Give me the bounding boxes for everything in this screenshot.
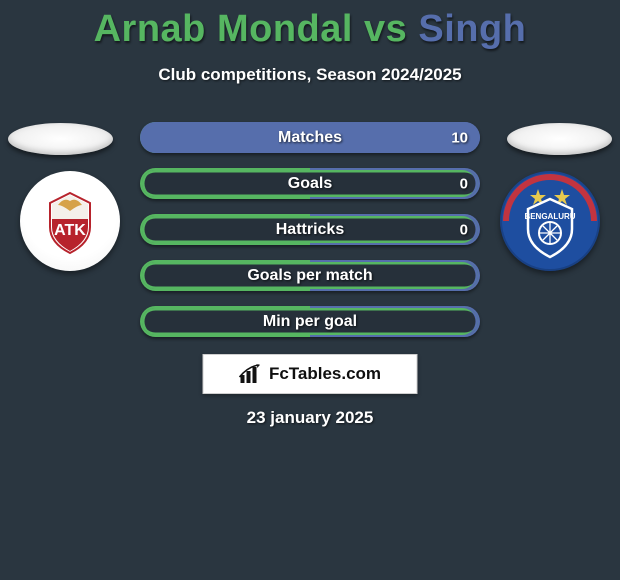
atk-logo-icon: ATK <box>30 181 110 261</box>
stat-label: Goals per match <box>247 267 372 285</box>
bengaluru-logo-icon: BENGALURU <box>500 171 600 271</box>
title: Arnab Mondal vs Singh <box>0 0 620 51</box>
stat-label: Min per goal <box>263 313 357 331</box>
svg-text:ATK: ATK <box>54 222 86 239</box>
footer-site-text: FcTables.com <box>269 364 381 384</box>
player2-oval <box>507 123 612 155</box>
stat-value-right: 0 <box>460 175 468 192</box>
bar-chart-icon <box>239 363 265 385</box>
club-badge-right: BENGALURU <box>500 171 600 271</box>
comparison-card: Arnab Mondal vs Singh Club competitions,… <box>0 0 620 580</box>
stat-label: Hattricks <box>276 221 344 239</box>
club-badge-left: ATK <box>20 171 120 271</box>
stat-bars: Matches 10 Goals 0 Hattricks 0 Goals per match… <box>140 122 480 352</box>
stat-row-goals: Goals 0 <box>140 168 480 199</box>
player1-oval <box>8 123 113 155</box>
svg-text:BENGALURU: BENGALURU <box>524 212 575 221</box>
subtitle: Club competitions, Season 2024/2025 <box>0 65 620 85</box>
stat-value-right: 0 <box>460 221 468 238</box>
title-vs: vs <box>364 8 407 50</box>
date-text: 23 january 2025 <box>0 408 620 428</box>
title-player1: Arnab Mondal <box>94 8 353 50</box>
stat-value-right: 10 <box>451 129 468 146</box>
stat-label: Matches <box>278 129 342 147</box>
stat-row-matches: Matches 10 <box>140 122 480 153</box>
stat-row-hattricks: Hattricks 0 <box>140 214 480 245</box>
title-player2: Singh <box>418 8 526 50</box>
stat-row-min-per-goal: Min per goal <box>140 306 480 337</box>
stat-label: Goals <box>288 175 332 193</box>
footer-link[interactable]: FcTables.com <box>203 354 418 394</box>
stat-row-goals-per-match: Goals per match <box>140 260 480 291</box>
